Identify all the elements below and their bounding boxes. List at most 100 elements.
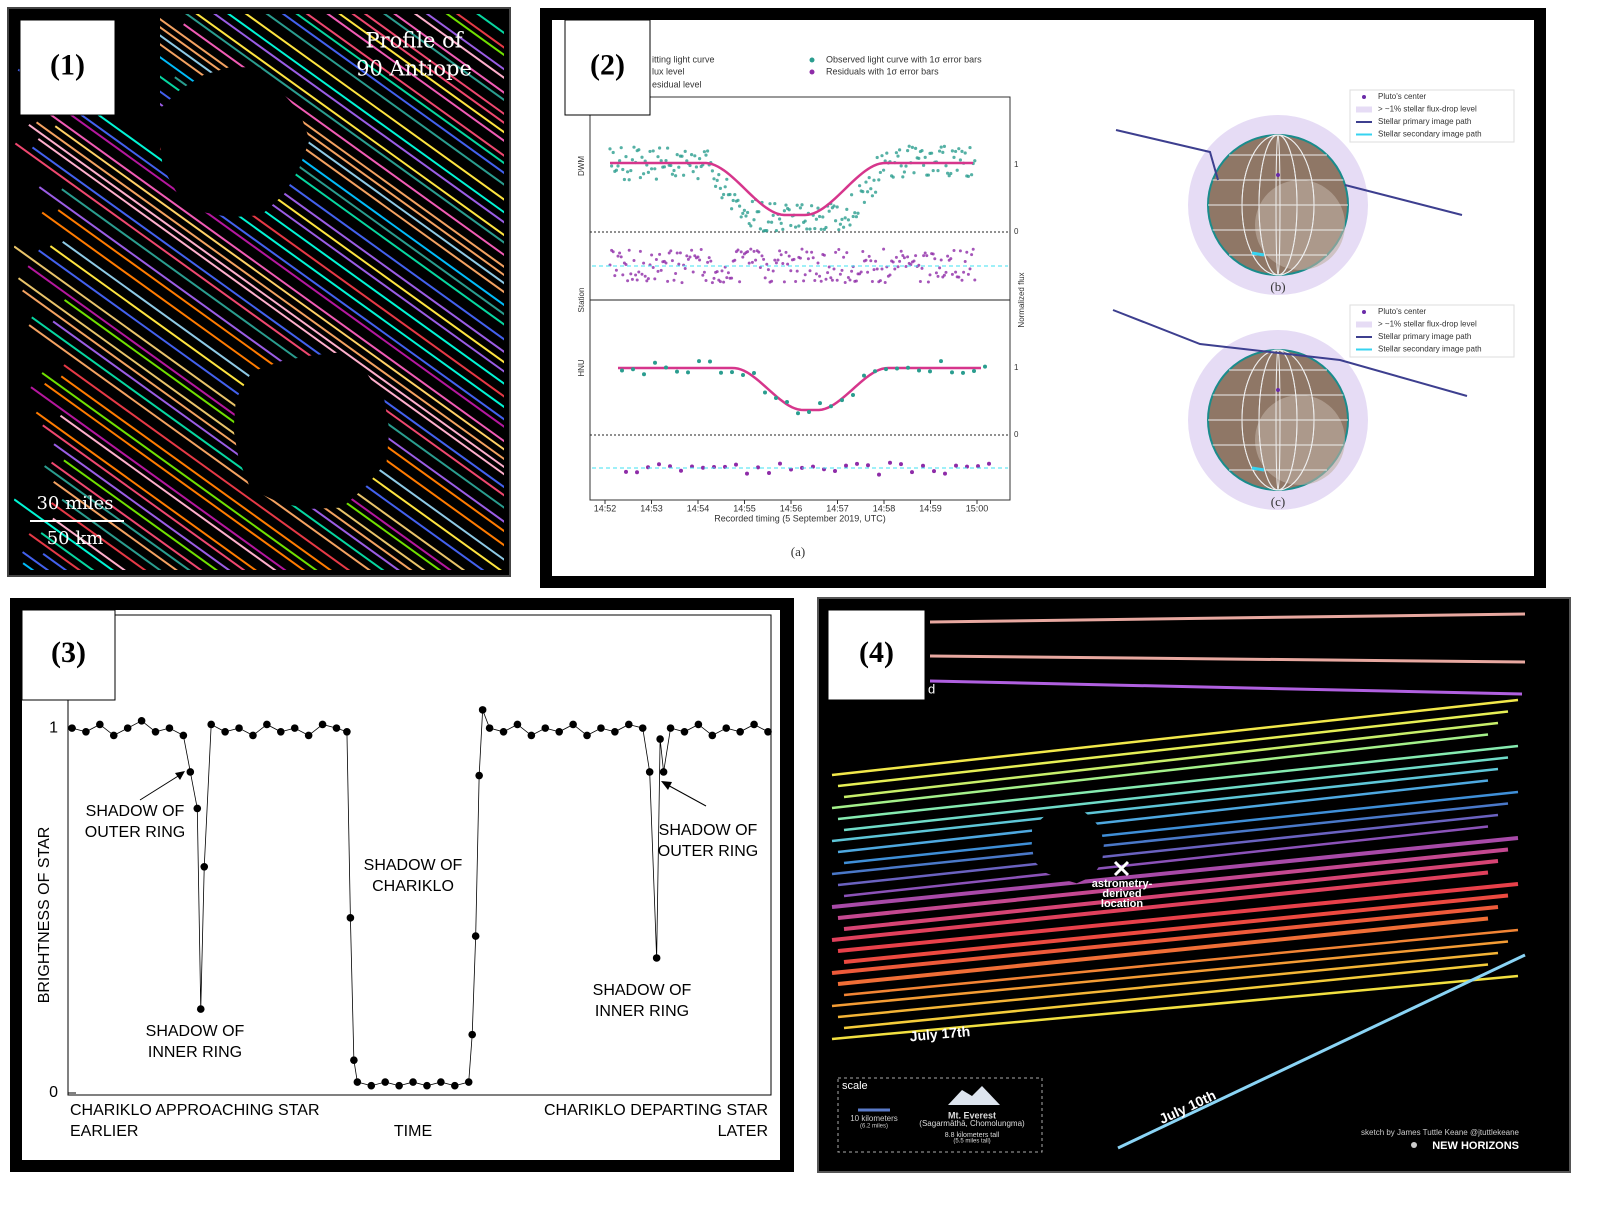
obs-point <box>960 149 964 153</box>
res-point <box>754 258 758 262</box>
res-point <box>779 253 783 257</box>
res-point <box>733 258 737 262</box>
data-point <box>137 717 146 725</box>
chord <box>59 414 277 570</box>
data-point <box>304 731 313 740</box>
obs-point <box>774 396 778 401</box>
res-point <box>934 271 938 275</box>
data-point <box>555 727 563 736</box>
panel-label: (3) <box>51 636 86 669</box>
chord <box>425 14 504 71</box>
chord <box>14 142 504 497</box>
chord <box>63 459 218 570</box>
chord <box>326 14 504 142</box>
chord <box>139 14 504 277</box>
res-point <box>811 256 815 260</box>
overlay: (1) (2) (3) (4) <box>19 19 926 701</box>
res-point <box>734 462 738 467</box>
chord <box>831 905 1499 975</box>
obs-point <box>746 210 750 215</box>
data-point <box>179 731 188 740</box>
res-point <box>867 254 871 258</box>
obs-point <box>631 367 635 372</box>
data-point <box>290 724 299 732</box>
obs-point <box>697 359 701 364</box>
arrow <box>139 772 184 801</box>
res-point <box>626 279 630 283</box>
data-point <box>597 724 605 732</box>
res-point <box>802 279 806 283</box>
res-point <box>686 257 690 261</box>
legend-marker <box>1362 95 1366 99</box>
res-point <box>702 270 706 274</box>
res-point <box>874 259 878 263</box>
center-dot <box>1276 388 1280 392</box>
res-point <box>712 276 716 280</box>
chord <box>393 14 504 94</box>
obs-point <box>957 147 961 151</box>
chord <box>37 138 504 476</box>
primary-path <box>1115 129 1463 216</box>
res-point <box>883 280 887 284</box>
res-point <box>837 247 841 251</box>
caption: (a) <box>791 544 805 559</box>
scale-label: 30 miles <box>36 493 113 514</box>
chord <box>843 721 1499 799</box>
obs-point <box>917 156 921 161</box>
chord <box>14 498 114 570</box>
res-point <box>844 463 848 468</box>
res-point <box>666 279 670 283</box>
data-point <box>656 735 664 743</box>
obs-point <box>840 398 844 403</box>
res-point <box>624 469 628 474</box>
res-point <box>914 254 918 258</box>
obs-point <box>670 172 675 176</box>
res-point <box>664 261 668 265</box>
location-label: astrometry- <box>1092 878 1153 890</box>
data-point <box>263 720 271 729</box>
data-point <box>638 724 647 732</box>
res-point <box>792 257 796 261</box>
res-point <box>936 274 940 278</box>
data-point <box>464 1078 473 1086</box>
obs-point <box>653 360 657 365</box>
res-point <box>925 254 929 258</box>
obs-point <box>800 203 804 207</box>
res-point <box>938 266 942 270</box>
chord <box>831 940 1509 1008</box>
data-point <box>437 1078 445 1086</box>
y-tick-label: 1 <box>49 719 58 736</box>
obs-point <box>796 411 800 416</box>
obs-point <box>658 146 662 150</box>
obs-point <box>861 190 865 194</box>
legend-entry: Residuals with 1σ error bars <box>826 66 939 76</box>
obs-point <box>698 157 702 161</box>
obs-point <box>842 225 846 229</box>
res-point <box>910 470 914 475</box>
obs-point <box>630 158 635 162</box>
obs-point <box>666 146 670 150</box>
annotation: SHADOW OF <box>659 822 758 839</box>
right-tick: 0 <box>1014 430 1019 439</box>
obs-point <box>610 164 614 168</box>
obs-point <box>694 165 699 169</box>
obs-point <box>741 211 745 215</box>
obs-point <box>621 167 625 172</box>
res-point <box>758 265 762 269</box>
res-point <box>943 471 947 476</box>
obs-point <box>973 159 977 163</box>
obs-point <box>766 220 771 224</box>
res-point <box>770 279 774 283</box>
chord <box>63 364 351 570</box>
annotation: SHADOW OF <box>146 1023 245 1040</box>
obs-point <box>774 228 779 233</box>
scale-text: (6.2 miles) <box>860 1124 888 1130</box>
res-point <box>642 261 646 265</box>
res-point <box>736 248 740 252</box>
chord <box>837 813 1499 887</box>
data-point <box>485 724 494 732</box>
res-point <box>760 254 764 258</box>
chord <box>382 14 504 102</box>
res-point <box>901 253 905 257</box>
